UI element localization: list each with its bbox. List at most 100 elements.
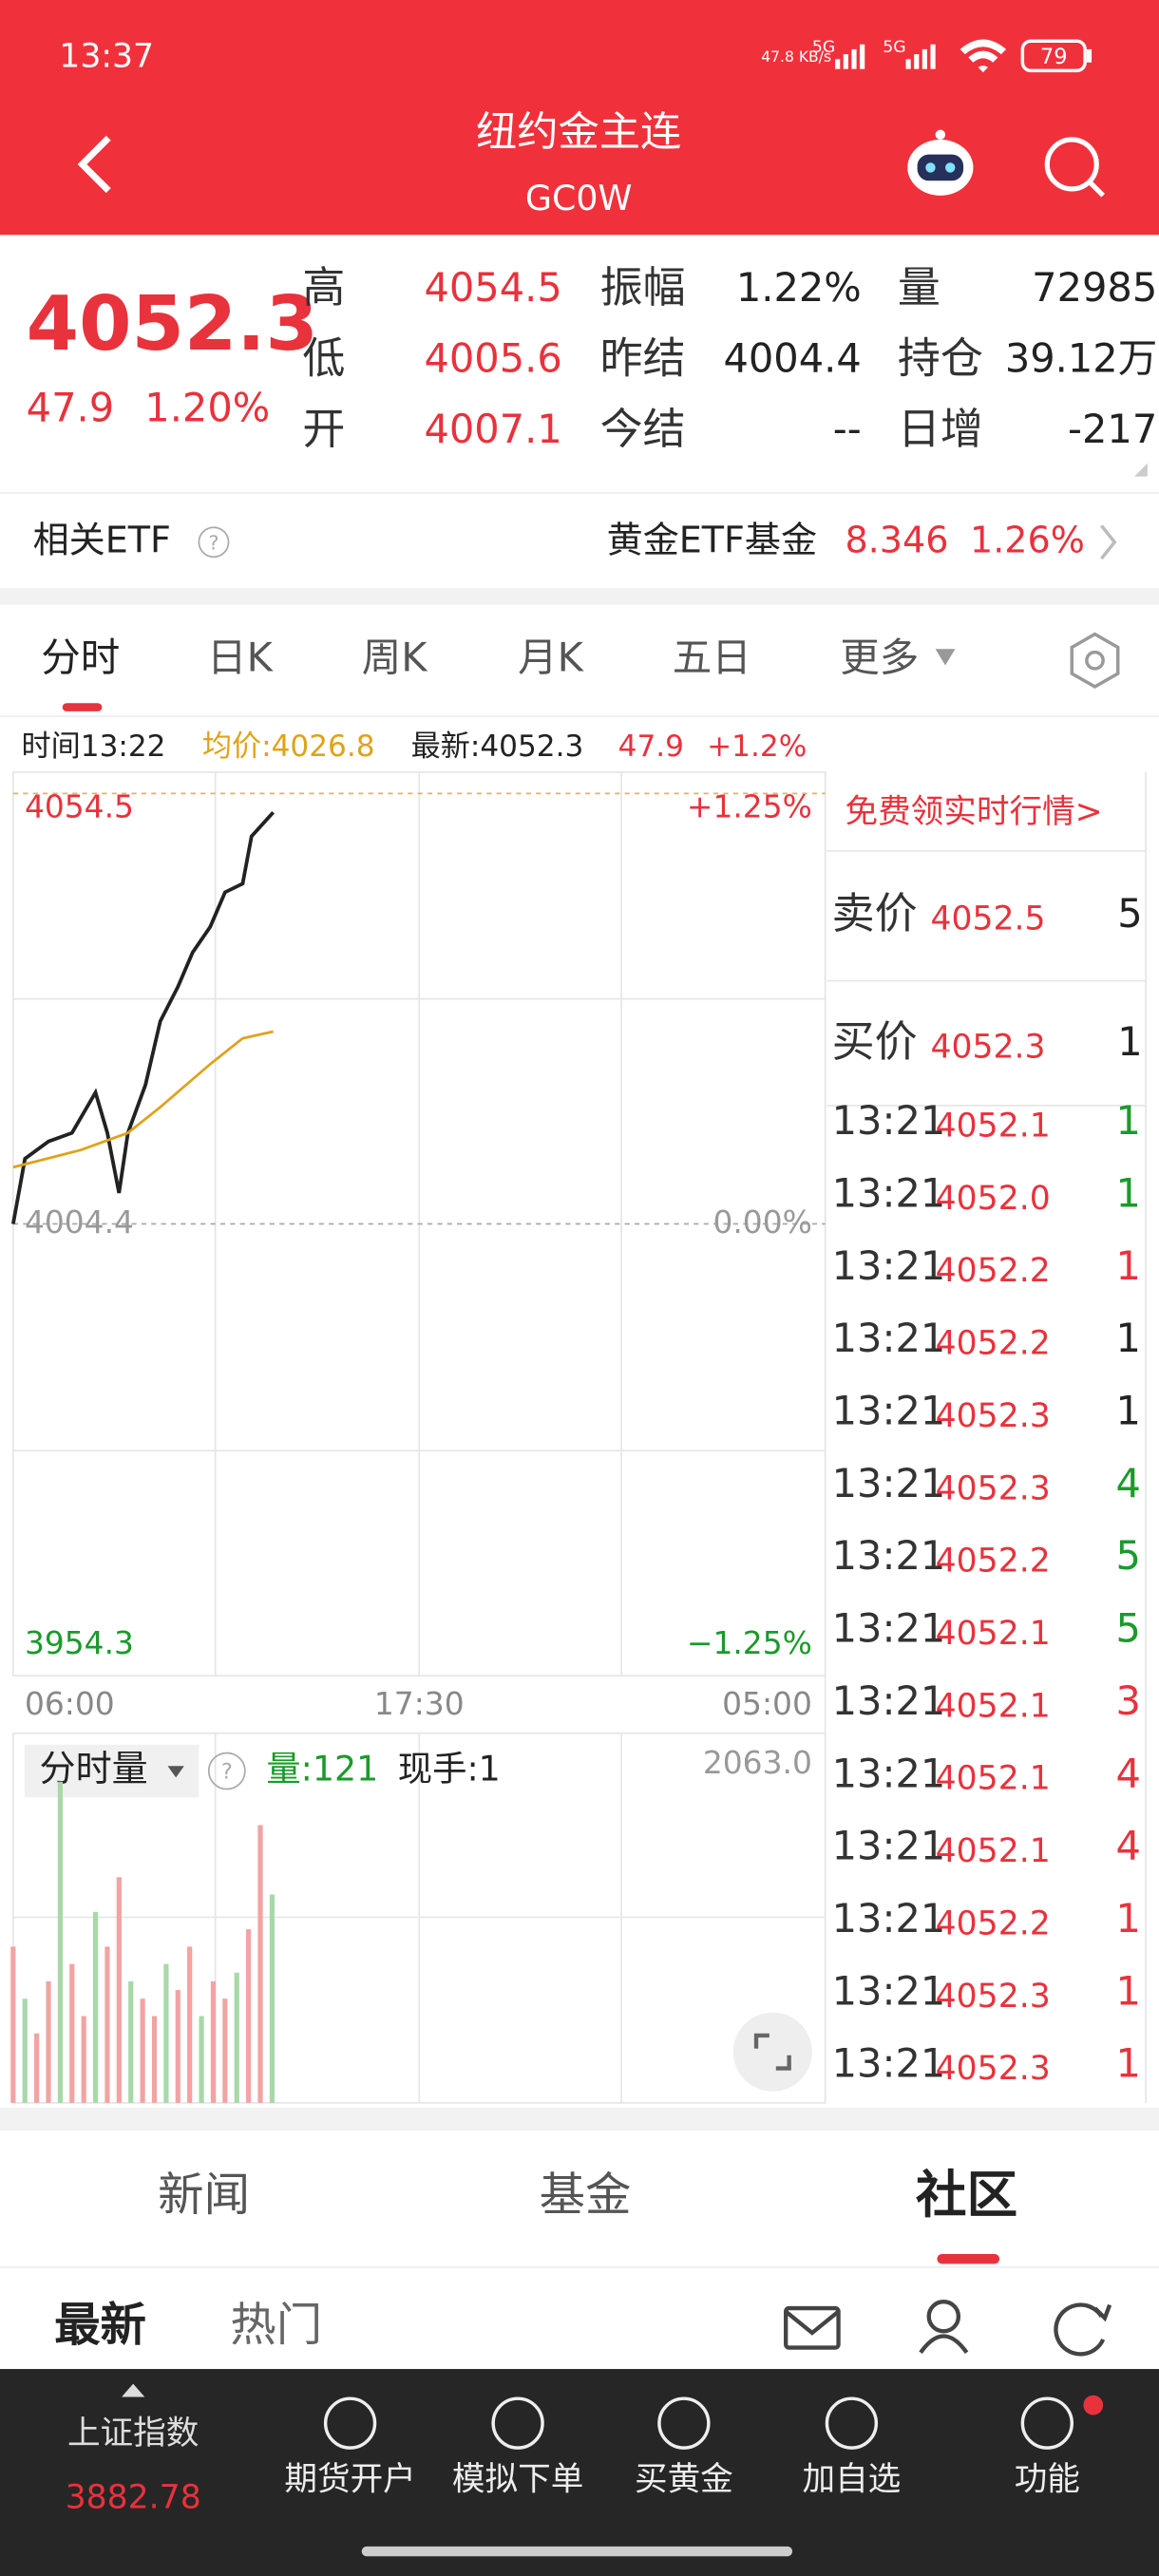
sub-tab[interactable]: 热门 — [230, 2299, 322, 2352]
promo-link[interactable]: 免费领实时行情> — [845, 793, 1102, 831]
help-icon[interactable] — [207, 1752, 246, 1790]
last-price: 4052.3 — [27, 279, 318, 368]
stat-label: 低 — [302, 333, 345, 384]
y-tick-label: 3954.3 — [25, 1624, 134, 1661]
y2-tick-label: −1.25% — [687, 1624, 812, 1661]
help-glyph: ? — [208, 531, 218, 554]
stat-label: 量 — [898, 262, 940, 313]
trade-qty: 1 — [1116, 1895, 1141, 1941]
stat-label: 日增 — [898, 404, 983, 454]
trade-time: 13:21 — [832, 1097, 946, 1144]
trade-qty: 4 — [1116, 1750, 1141, 1796]
index-name[interactable]: 上证指数 — [67, 2415, 199, 2453]
volume-bar — [22, 1998, 28, 2103]
chart-tab[interactable]: 日K — [207, 634, 275, 680]
help-glyph: ? — [221, 1760, 233, 1785]
nav-item[interactable]: 买黄金 — [635, 2461, 733, 2499]
trade-time: 13:21 — [832, 1895, 946, 1941]
section-tabs: 新闻 基金 社区 — [158, 2165, 1017, 2225]
nav-item[interactable]: 加自选 — [802, 2461, 901, 2499]
volume-bar — [69, 1963, 75, 2103]
header-title: 纽约金主连 — [476, 108, 681, 156]
info-time: 时间13:22 — [21, 729, 165, 764]
trade-time: 13:21 — [832, 2040, 946, 2087]
trade-price: 4052.1 — [936, 1687, 1051, 1725]
settings-button[interactable] — [1070, 632, 1120, 689]
chart-tab[interactable]: 月K — [518, 634, 585, 680]
assistant-icon[interactable] — [907, 129, 974, 196]
trade-qty: 1 — [1116, 1242, 1141, 1289]
net-type: 5G — [812, 38, 835, 57]
chart-tab[interactable]: 更多 — [840, 634, 919, 680]
volume-bar — [222, 1998, 228, 2103]
chevron — [1100, 524, 1117, 560]
separator — [0, 588, 1159, 605]
volume-bar — [92, 1911, 99, 2103]
y-tick-label: 4004.4 — [25, 1203, 134, 1241]
volume-bar — [199, 2016, 204, 2103]
etf-label: 相关ETF — [33, 519, 171, 560]
section-tab[interactable]: 新闻 — [158, 2169, 250, 2222]
volume-bar — [34, 2033, 40, 2103]
expand-button[interactable] — [732, 2012, 812, 2092]
help-icon[interactable] — [198, 526, 230, 559]
battery-level: 79 — [1040, 45, 1068, 69]
info-pct: +1.2% — [707, 729, 807, 764]
sub-tab[interactable]: 最新 — [54, 2299, 146, 2352]
volume-bar — [151, 2016, 158, 2103]
chart-tab[interactable]: 分时 — [41, 634, 120, 680]
trade-price: 4052.3 — [936, 1469, 1051, 1507]
volume-bar — [104, 1946, 110, 2103]
trade-qty: 4 — [1116, 1460, 1141, 1506]
volume-bar — [175, 1990, 180, 2103]
trade-qty: 1 — [1116, 1967, 1141, 2014]
trade-time: 13:21 — [832, 1823, 946, 1869]
nav-icon — [1020, 2396, 1074, 2450]
trade-price: 4052.2 — [936, 1252, 1051, 1290]
settings-dot — [1085, 650, 1105, 671]
info-latest: 最新:4052.3 — [411, 729, 584, 764]
volume-selector[interactable] — [24, 1744, 200, 1798]
stat-value: 4004.4 — [723, 335, 861, 382]
stat-value: 4007.1 — [424, 406, 561, 452]
trade-qty: 1 — [1116, 1097, 1141, 1144]
volume-bar — [257, 1825, 263, 2103]
trade-time: 13:21 — [832, 1169, 946, 1216]
battery-tip — [1086, 48, 1092, 63]
book-label: 卖价 — [832, 888, 918, 938]
book-qty: 5 — [1117, 890, 1142, 937]
trade-time: 13:21 — [832, 1750, 946, 1796]
trade-price: 4052.3 — [936, 2050, 1051, 2088]
trade-price: 4052.2 — [936, 1325, 1051, 1363]
volume-bar — [116, 1877, 122, 2103]
trade-time: 13:21 — [832, 1605, 946, 1652]
stat-label: 昨结 — [600, 333, 686, 384]
back-button[interactable] — [77, 135, 111, 194]
nav-item[interactable]: 期货开户 — [284, 2461, 415, 2499]
info-change: 47.9 — [618, 729, 684, 764]
chart-tab[interactable]: 五日 — [673, 634, 751, 680]
section-tab[interactable]: 社区 — [916, 2165, 1017, 2225]
nav-item[interactable]: 模拟下单 — [452, 2461, 583, 2499]
book-qty: 1 — [1117, 1018, 1142, 1065]
nav-item[interactable]: 功能 — [1015, 2461, 1080, 2499]
trade-price: 4052.1 — [936, 1832, 1051, 1870]
chart-tab[interactable]: 周K — [362, 634, 429, 680]
etf-fund[interactable]: 黄金ETF基金 — [607, 519, 817, 560]
search-button[interactable] — [1044, 137, 1105, 198]
volume-bar — [210, 1980, 217, 2103]
hand-value: 现手:1 — [398, 1749, 501, 1790]
nav-icon — [491, 2396, 544, 2450]
badge — [1083, 2395, 1104, 2415]
header-code: GC0W — [525, 178, 633, 218]
trade-time: 13:21 — [832, 1242, 946, 1289]
trade-price: 4052.3 — [936, 1397, 1051, 1435]
community-icons[interactable] — [784, 2299, 1112, 2357]
section-tab[interactable]: 基金 — [540, 2169, 632, 2222]
volume-bar — [187, 1946, 193, 2103]
trade-qty: 1 — [1116, 1315, 1141, 1361]
volume-bar — [81, 2016, 86, 2103]
trade-qty: 5 — [1116, 1605, 1141, 1652]
volume-bar — [163, 1963, 169, 2103]
